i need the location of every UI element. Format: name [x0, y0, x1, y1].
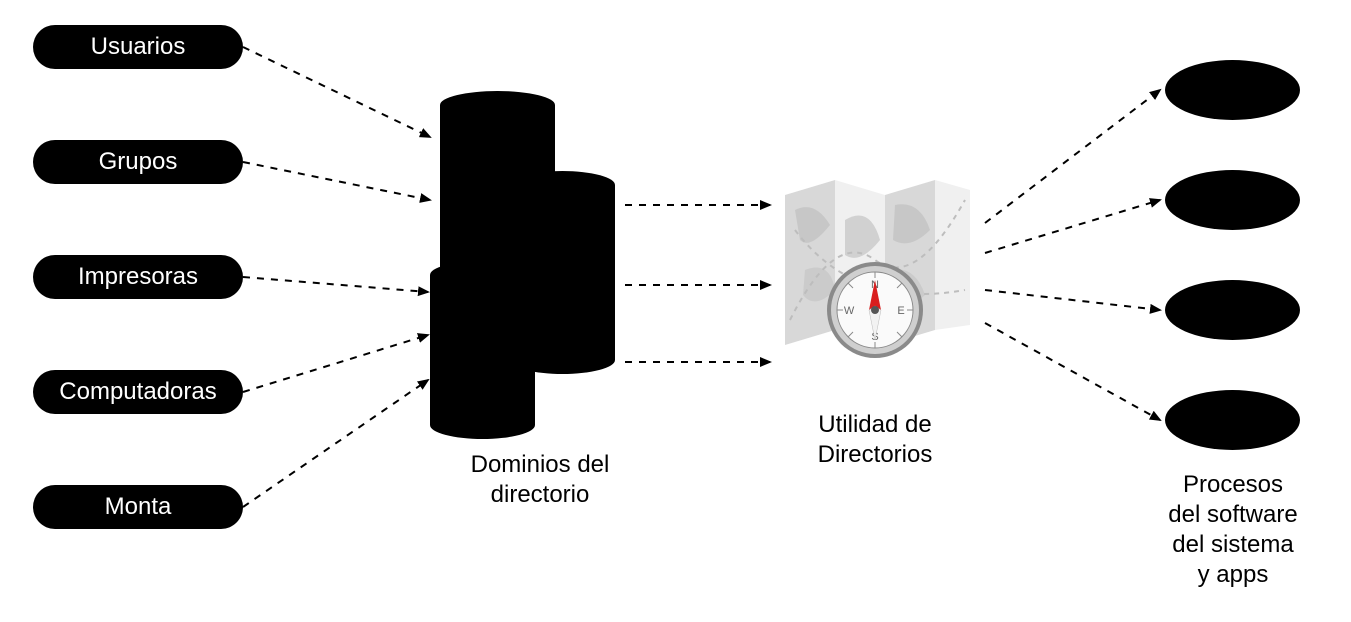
process-ellipse-2 [1165, 170, 1300, 230]
flow-arrow [243, 162, 430, 200]
left-item-monta: Monta [33, 485, 243, 529]
flow-arrow [243, 47, 430, 137]
left-item-impresoras: Impresoras [33, 255, 243, 299]
directory-domains-label: Dominios del directorio [440, 450, 640, 510]
processes-label: Procesos del software del sistema y apps [1133, 470, 1333, 590]
flow-arrow [985, 200, 1160, 253]
process-ellipse-3 [1165, 280, 1300, 340]
flow-arrow [985, 90, 1160, 223]
left-item-usuarios: Usuarios [33, 25, 243, 69]
left-item-grupos: Grupos [33, 140, 243, 184]
compass-icon: N E S W [827, 262, 923, 358]
flow-arrow [985, 290, 1160, 310]
flow-arrow [985, 323, 1160, 420]
flow-arrow [243, 335, 428, 392]
left-item-computadoras: Computadoras [33, 370, 243, 414]
svg-text:E: E [897, 305, 904, 317]
process-ellipse-1 [1165, 60, 1300, 120]
process-ellipse-4 [1165, 390, 1300, 450]
flow-arrow [243, 380, 428, 507]
directory-utility-icon: N E S W [775, 170, 975, 360]
directory-domain-cylinder-front [430, 275, 535, 425]
svg-text:W: W [844, 305, 855, 317]
flow-arrow [243, 277, 428, 292]
directory-utility-label: Utilidad de Directorios [790, 410, 960, 470]
